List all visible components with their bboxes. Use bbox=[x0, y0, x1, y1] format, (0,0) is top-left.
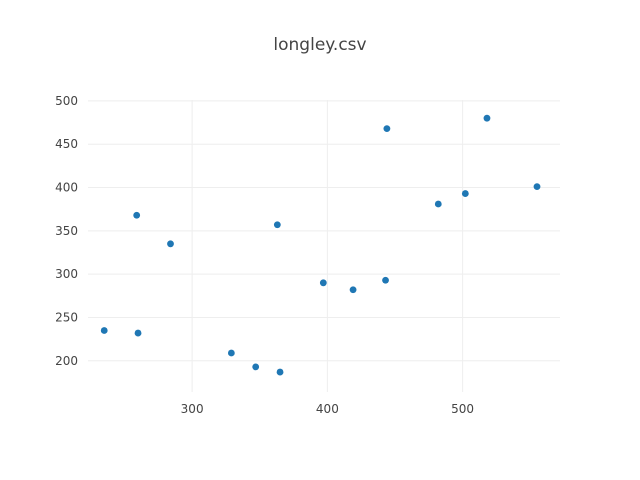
y-tick-label: 400 bbox=[55, 181, 78, 195]
data-point[interactable] bbox=[227, 349, 235, 357]
data-point[interactable] bbox=[383, 125, 391, 132]
data-point[interactable] bbox=[533, 183, 541, 191]
y-tick-label: 450 bbox=[55, 137, 78, 151]
y-tick-label: 500 bbox=[55, 94, 78, 108]
x-tick-label: 400 bbox=[316, 402, 339, 416]
y-tick-label: 250 bbox=[55, 310, 78, 324]
y-tick-label: 350 bbox=[55, 224, 78, 238]
data-point[interactable] bbox=[252, 363, 260, 371]
y-axis: 200 250 300 350 400 450 500 bbox=[55, 94, 78, 368]
data-point[interactable] bbox=[483, 114, 491, 122]
y-tick-label: 300 bbox=[55, 267, 78, 281]
chart-title: longley.csv bbox=[273, 35, 366, 55]
y-tick-label: 200 bbox=[55, 354, 78, 368]
data-point[interactable] bbox=[349, 286, 357, 294]
x-tick-label: 500 bbox=[451, 402, 474, 416]
data-point[interactable] bbox=[134, 329, 142, 337]
data-point[interactable] bbox=[273, 221, 281, 229]
data-point[interactable] bbox=[461, 190, 469, 197]
data-point[interactable] bbox=[276, 368, 284, 376]
data-point[interactable] bbox=[382, 276, 389, 284]
data-point[interactable] bbox=[167, 240, 174, 248]
data-point[interactable] bbox=[319, 279, 327, 287]
x-tick-label: 300 bbox=[181, 402, 204, 416]
plot-area[interactable] bbox=[100, 114, 541, 376]
data-point[interactable] bbox=[434, 200, 442, 208]
x-axis: 300 400 500 bbox=[181, 402, 474, 416]
data-point[interactable] bbox=[133, 211, 141, 219]
grid bbox=[88, 100, 560, 392]
data-point[interactable] bbox=[100, 327, 108, 334]
